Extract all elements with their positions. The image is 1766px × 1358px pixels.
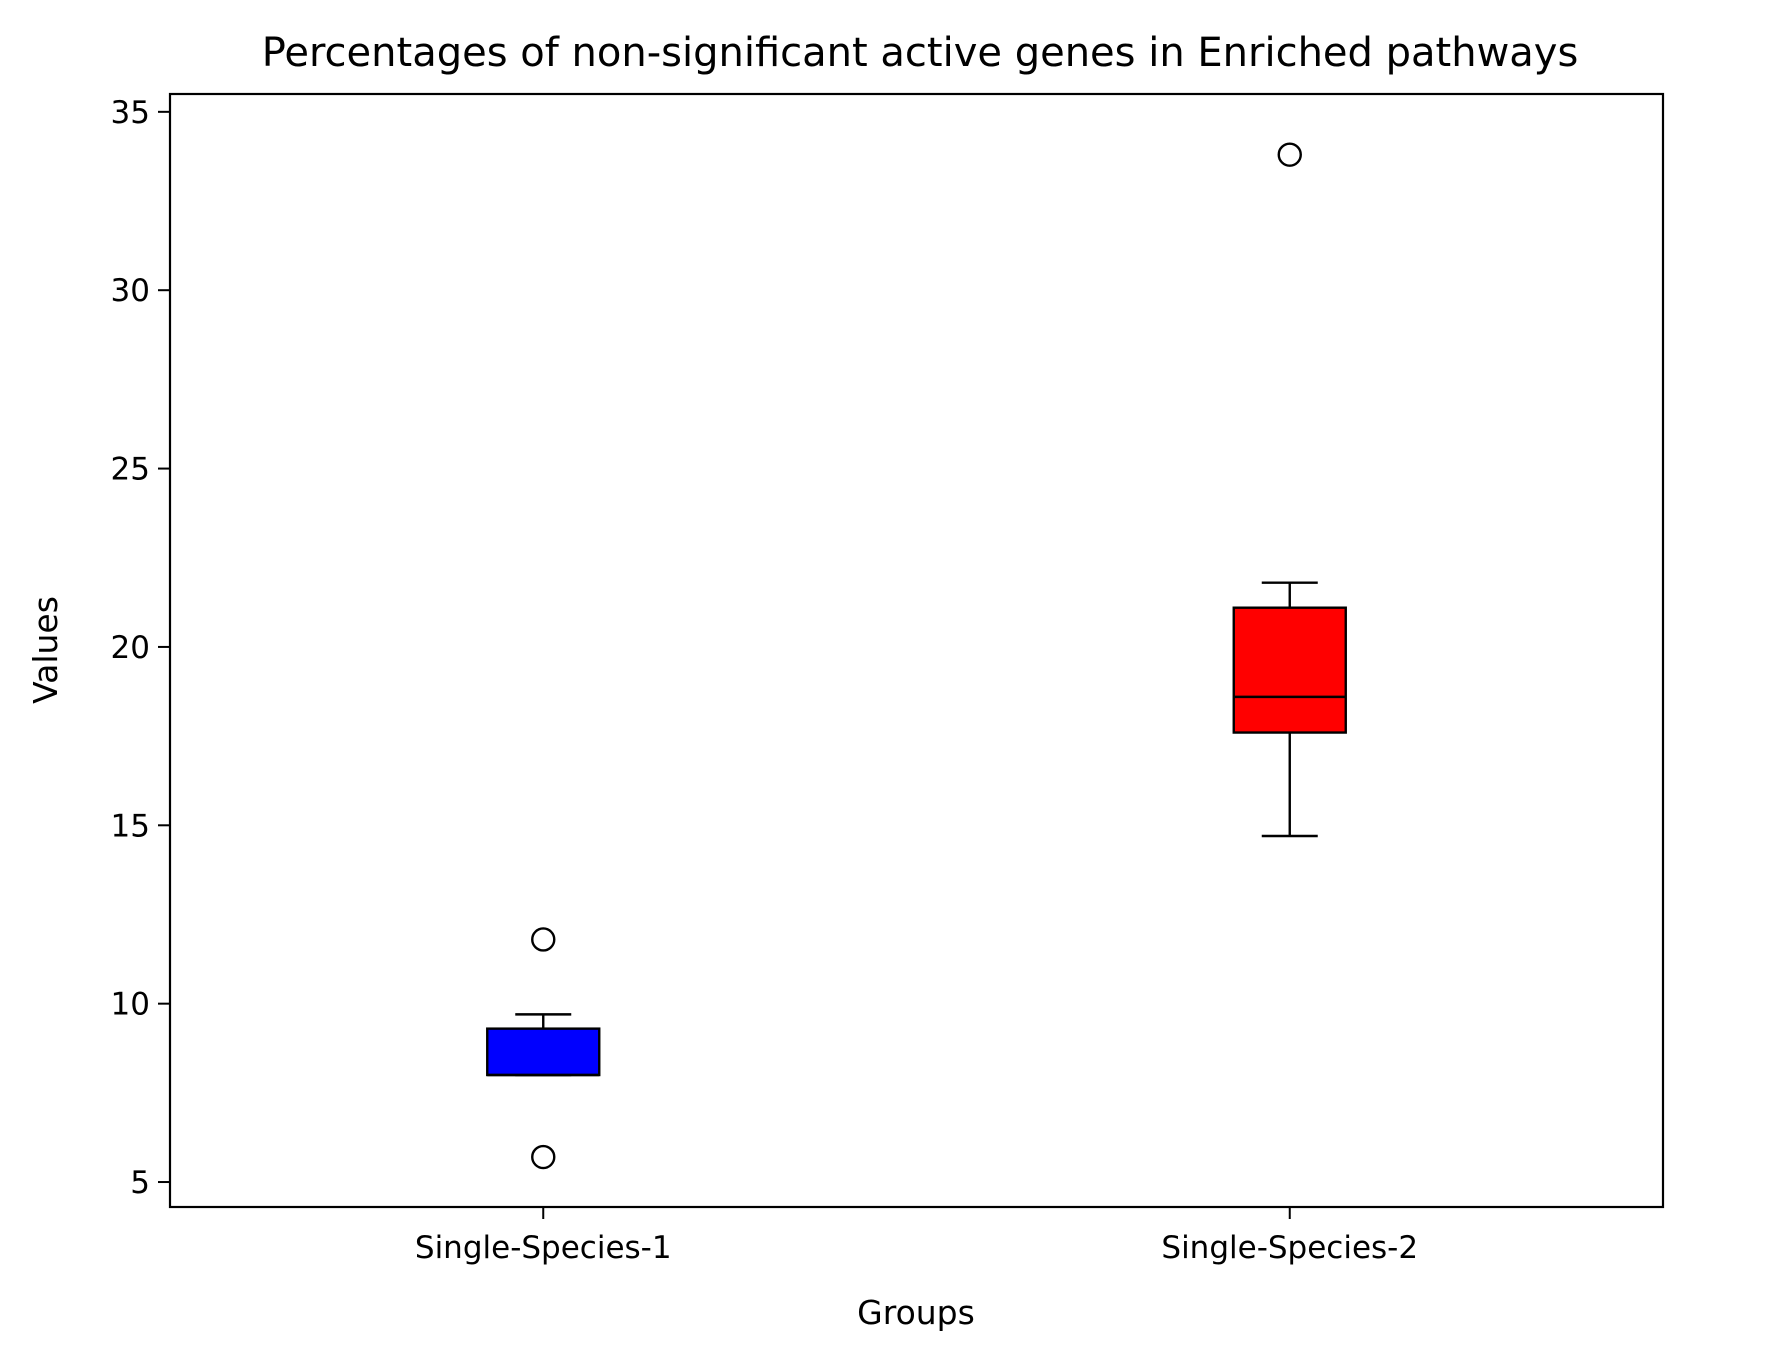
y-tick-label: 35 <box>111 95 150 131</box>
box-iqr <box>1232 606 1347 734</box>
x-axis: Single-Species-1 Single-Species-2 <box>415 1207 1418 1266</box>
box-group <box>486 927 601 1170</box>
y-axis: 5 10 15 20 25 30 35 <box>111 95 170 1201</box>
y-tick-label: 30 <box>111 273 150 309</box>
outlier-point <box>531 1144 556 1170</box>
y-tick-label: 10 <box>111 987 150 1023</box>
y-axis-label: Values <box>26 596 65 704</box>
y-tick-label: 15 <box>111 808 150 844</box>
outlier-point <box>1277 142 1302 167</box>
x-tick-label: Single-Species-2 <box>1161 1230 1418 1266</box>
chart-title: Percentages of non-significant active ge… <box>262 30 1579 76</box>
boxes-layer <box>486 142 1347 1170</box>
x-tick-label: Single-Species-1 <box>415 1230 672 1266</box>
y-tick-label: 25 <box>111 452 150 488</box>
x-axis-label: Groups <box>857 1293 975 1332</box>
plot-area-frame <box>168 92 1665 1209</box>
outlier-point <box>531 927 556 952</box>
box-group <box>1232 142 1347 838</box>
y-tick-label: 20 <box>111 630 150 666</box>
y-tick-label: 5 <box>130 1165 150 1201</box>
box-iqr <box>486 1027 601 1077</box>
